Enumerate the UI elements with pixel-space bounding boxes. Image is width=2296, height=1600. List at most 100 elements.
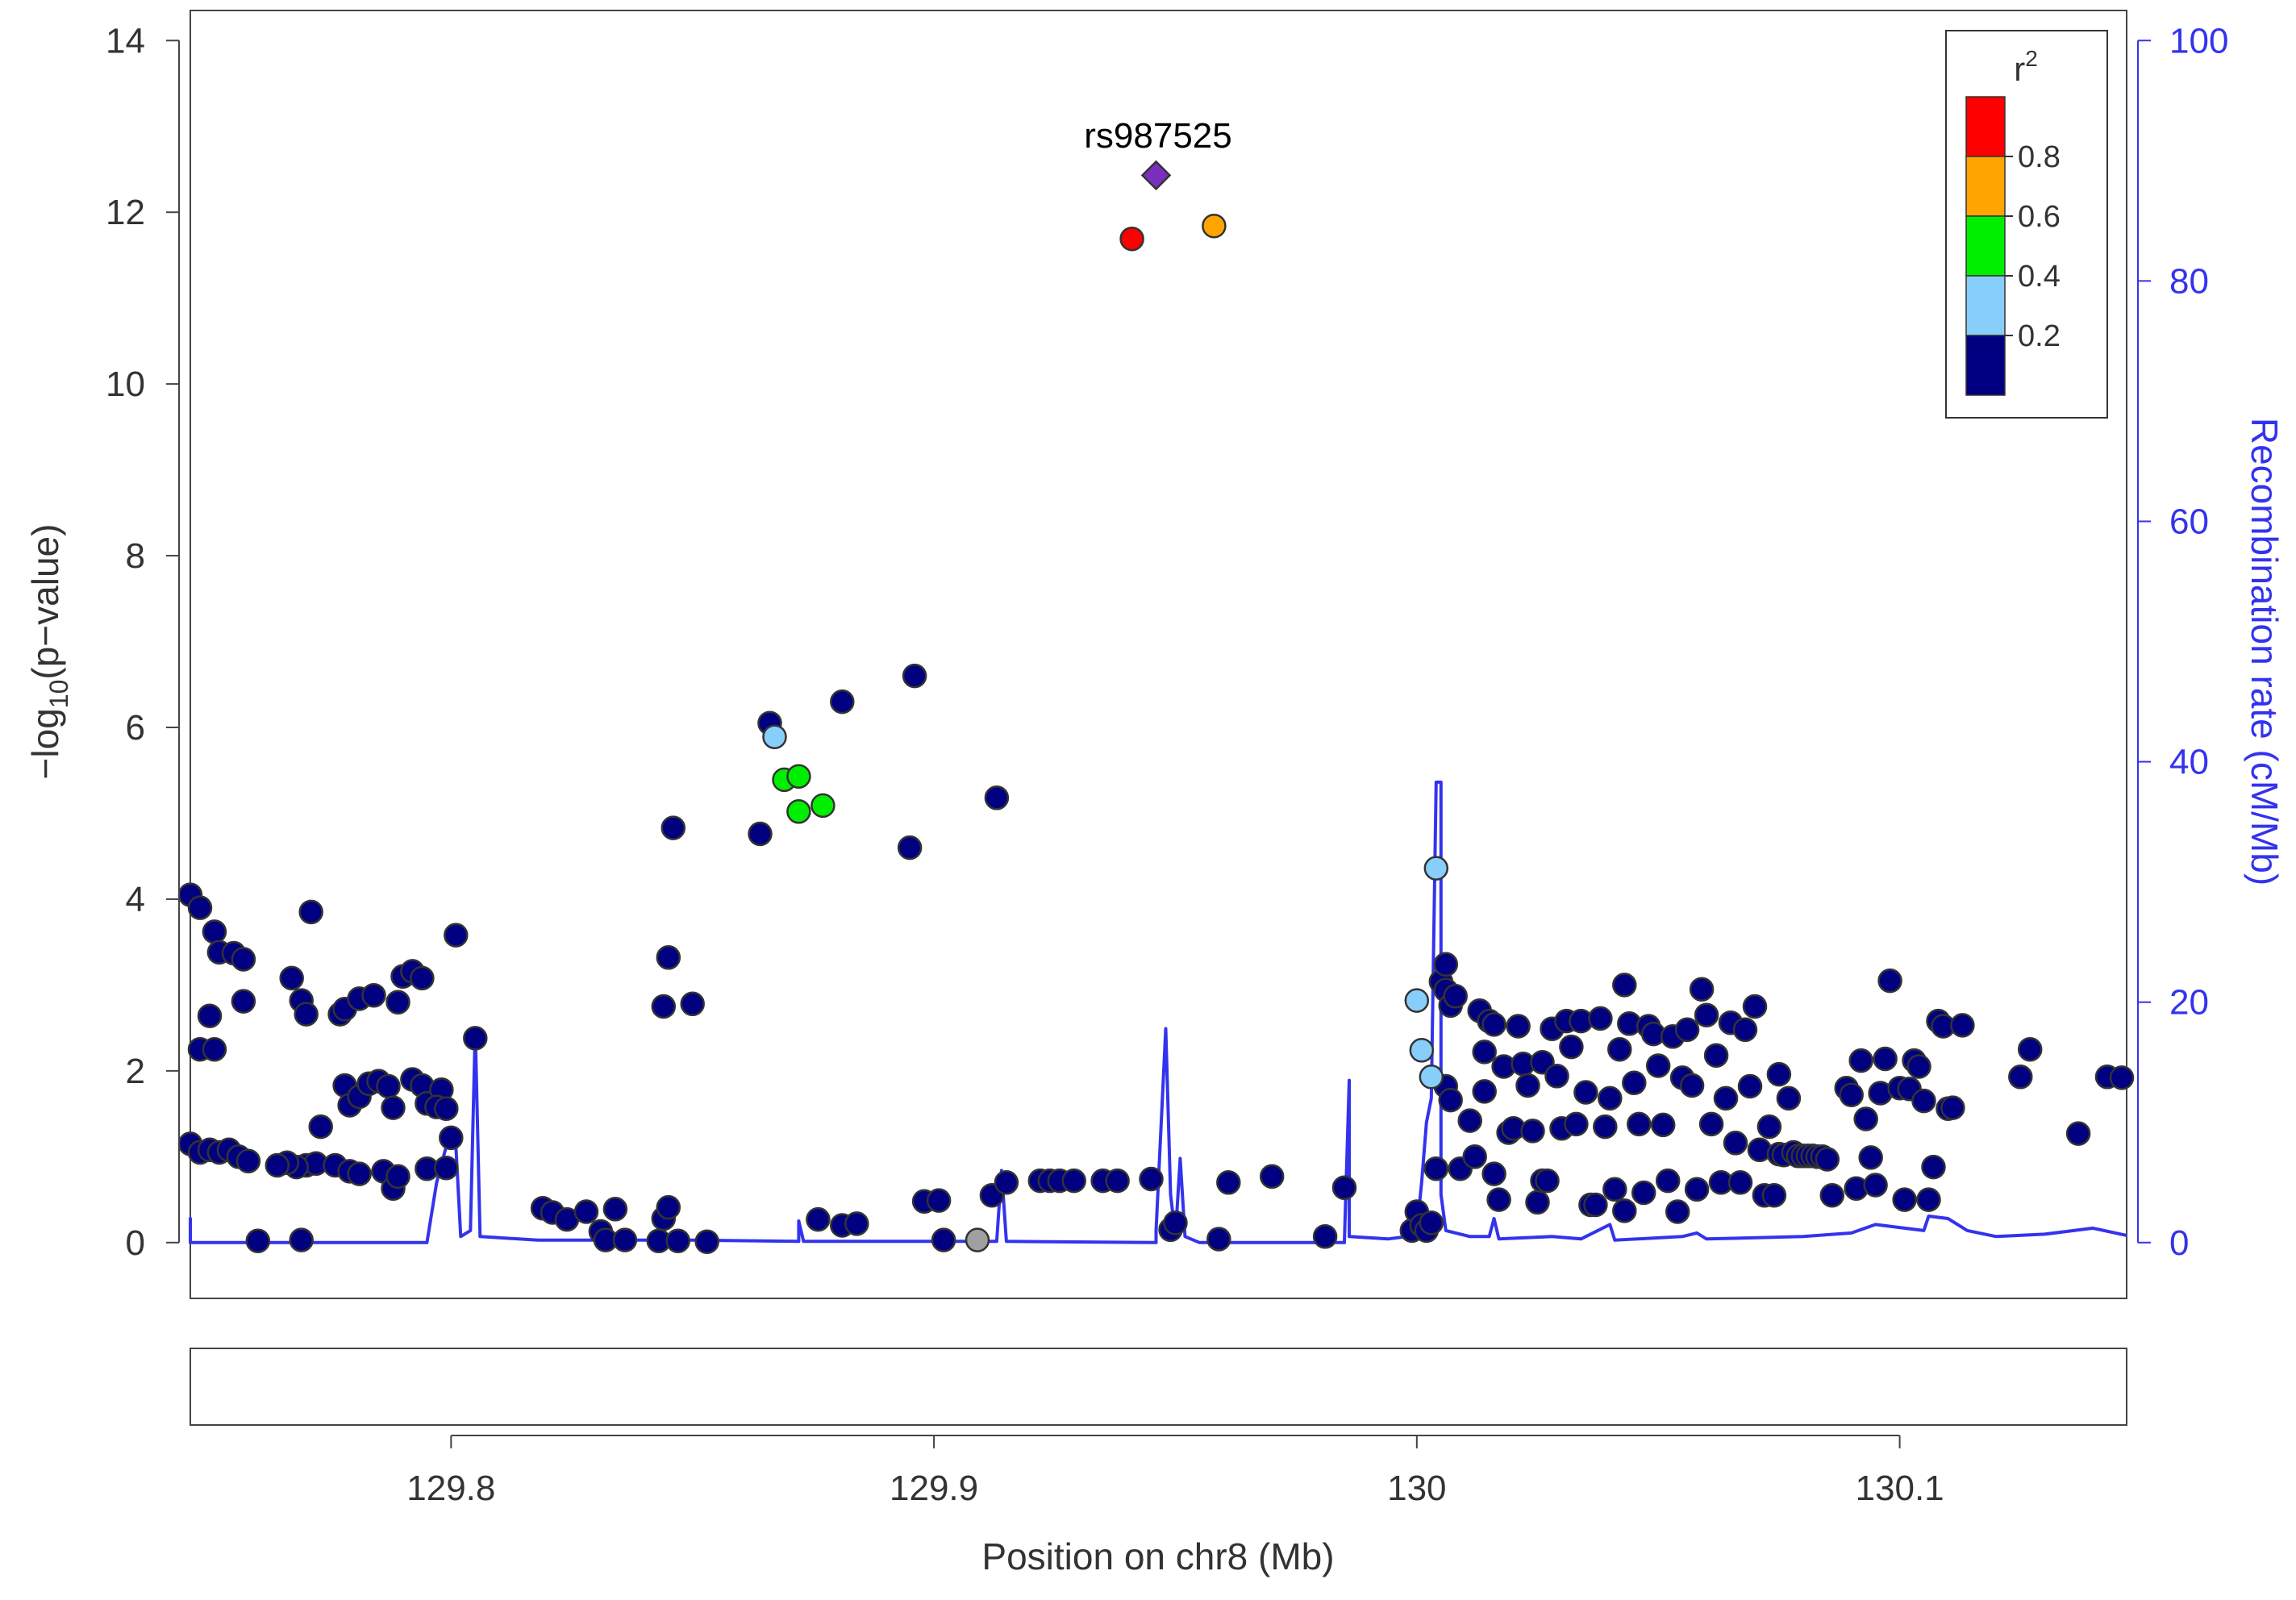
y-tick-label: 12: [106, 193, 145, 232]
snp-point: [1873, 1046, 1898, 1072]
snp-point: [231, 989, 256, 1014]
snp-point: [410, 965, 435, 991]
snp-point: [1815, 1147, 1840, 1172]
x-tick-label: 129.9: [890, 1469, 978, 1508]
lead-snp-label: rs987525: [1084, 116, 1231, 156]
snp-point: [265, 1152, 290, 1178]
legend-tick-label: 0.4: [2018, 260, 2061, 294]
snp-point: [660, 815, 686, 840]
snp-point: [1612, 973, 1637, 998]
snp-point: [1105, 1168, 1130, 1194]
y-tick-label: 2: [126, 1052, 145, 1091]
y-tick-label: 0: [126, 1223, 145, 1263]
snp-point: [1593, 1114, 1618, 1140]
snp-point: [1819, 1182, 1845, 1208]
y-tick-label: 14: [106, 21, 145, 60]
legend-swatch: [1965, 335, 2006, 396]
snp-point: [1694, 1002, 1719, 1027]
snp-point: [1573, 1080, 1598, 1105]
snp-point: [385, 990, 410, 1015]
snp-point: [202, 919, 227, 944]
snp-point: [1665, 1199, 1690, 1224]
snp-point: [1544, 1064, 1569, 1089]
snp-point: [2065, 1121, 2091, 1146]
snp-point: [1602, 1177, 1627, 1202]
snp-point: [1650, 1112, 1676, 1138]
snp-point: [1481, 1161, 1506, 1186]
y2-tick-label: 100: [2169, 21, 2228, 60]
y2-tick-label: 20: [2169, 983, 2209, 1023]
snp-point: [1655, 1168, 1681, 1194]
snp-point: [434, 1096, 459, 1121]
gene-track-panel: [190, 1348, 2127, 1426]
snp-point: [202, 1036, 227, 1062]
y2-tick-label: 60: [2169, 502, 2209, 541]
lead-snp-diamond: [1140, 160, 1172, 191]
snp-point: [279, 965, 304, 991]
snp-point: [748, 821, 773, 847]
snp-point: [1515, 1073, 1540, 1098]
snp-point: [806, 1206, 831, 1232]
snp-point: [1216, 1170, 1241, 1195]
y-tick-label: 8: [126, 536, 145, 576]
legend-swatch: [1965, 96, 2006, 157]
snp-point: [1588, 1006, 1613, 1031]
snp-point: [1631, 1180, 1656, 1206]
snp-point: [1564, 1111, 1589, 1137]
snp-point: [381, 1095, 406, 1120]
snp-point: [1645, 1053, 1671, 1078]
snp-point: [1761, 1182, 1787, 1208]
snp-point: [1119, 226, 1144, 252]
snp-point: [1737, 1073, 1763, 1099]
snp-point: [1481, 1012, 1506, 1037]
snp-point: [1419, 1065, 1444, 1090]
snp-point: [1404, 988, 1430, 1013]
snp-point: [2109, 1065, 2135, 1090]
snp-point: [1472, 1079, 1497, 1104]
snp-point: [931, 1227, 956, 1252]
snp-point: [1472, 1040, 1497, 1065]
snp-point: [1443, 983, 1468, 1009]
x-axis-title: Position on chr8 (Mb): [981, 1535, 1334, 1577]
snp-point: [786, 764, 811, 789]
snp-point: [347, 1161, 372, 1186]
legend-title-base: r: [2014, 50, 2025, 88]
snp-point: [1506, 1014, 1531, 1039]
snp-point: [235, 1148, 261, 1173]
snp-point: [1312, 1224, 1338, 1249]
snp-point: [1607, 1036, 1632, 1062]
y-axis-title-subscript: 10: [44, 680, 73, 709]
snp-point: [1486, 1187, 1511, 1212]
snp-point: [1259, 1164, 1285, 1190]
legend-title-superscript: 2: [2025, 46, 2038, 71]
snp-point: [762, 724, 787, 749]
snp-point: [612, 1227, 638, 1252]
snp-point: [810, 793, 835, 819]
snp-point: [1409, 1038, 1435, 1063]
snp-point: [1921, 1154, 1946, 1180]
snp-point: [1732, 1017, 1758, 1043]
snp-point: [994, 1170, 1019, 1195]
recombination-rate-line: [189, 780, 2127, 1244]
snp-point: [1462, 1144, 1487, 1169]
snp-point: [694, 1229, 719, 1254]
snp-point: [1457, 1108, 1482, 1133]
snp-point: [844, 1211, 869, 1236]
recombination-rate-layer: [189, 780, 2127, 1244]
y-tick-label: 10: [106, 365, 145, 404]
snp-point: [231, 947, 256, 972]
snp-point: [434, 1155, 459, 1181]
snp-point: [187, 895, 213, 920]
association-points-layer: [177, 160, 2135, 1254]
legend-swatch: [1965, 275, 2006, 336]
snp-point: [1061, 1168, 1086, 1194]
y2-tick-label: 40: [2169, 743, 2209, 782]
snp-point: [1559, 1034, 1584, 1060]
legend-tick-label: 0.6: [2018, 200, 2061, 234]
y-tick-label: 4: [126, 880, 145, 919]
y-axis-title: −log10(p−value): [24, 524, 73, 780]
x-tick-label: 129.8: [406, 1469, 495, 1508]
snp-point: [444, 923, 469, 948]
y-axis-title-prefix: −log: [24, 708, 66, 779]
